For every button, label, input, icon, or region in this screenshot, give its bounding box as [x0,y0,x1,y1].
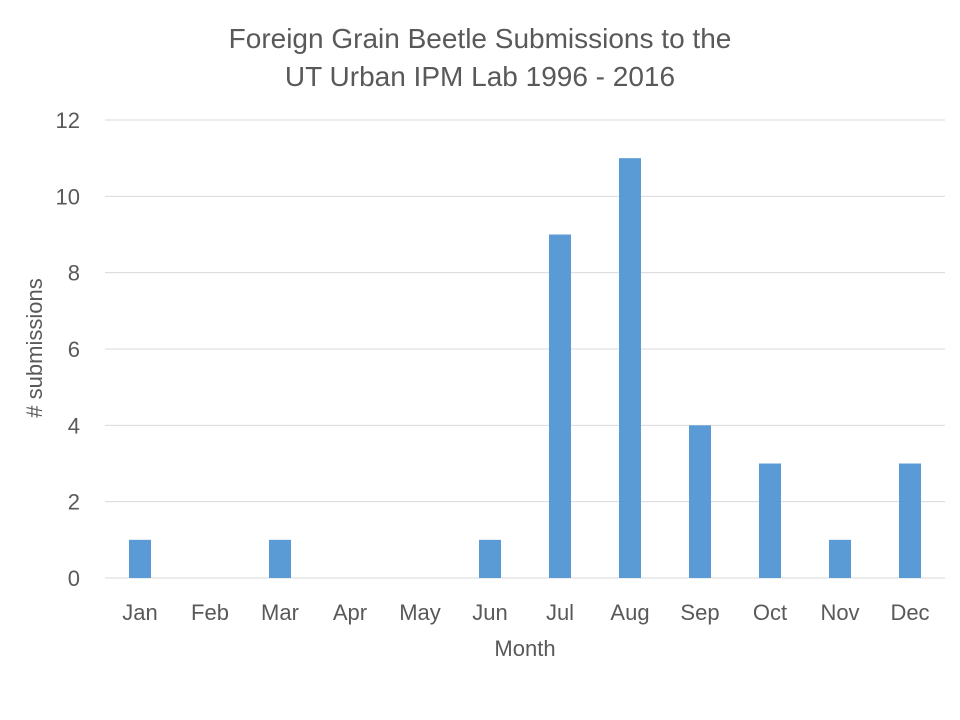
bars [129,158,921,578]
x-tick-label-sep: Sep [680,600,719,625]
x-tick-label-aug: Aug [610,600,649,625]
bar-jan [129,539,151,578]
y-tick-label: 10 [56,184,80,209]
y-tick-labels: 0 2 4 6 8 10 12 [56,108,80,591]
bar-oct [759,463,781,578]
x-tick-label-mar: Mar [261,600,299,625]
y-tick-label: 4 [68,413,80,438]
y-tick-label: 8 [68,261,80,286]
x-tick-label-dec: Dec [890,600,929,625]
x-tick-label-may: May [399,600,441,625]
bar-jul [549,234,571,578]
chart-title: Foreign Grain Beetle Submissions to the … [229,23,732,92]
chart-title-line-2: UT Urban IPM Lab 1996 - 2016 [285,61,675,92]
bar-dec [899,463,921,578]
x-axis-title: Month [494,636,555,661]
x-tick-labels: Jan Feb Mar Apr May Jun Jul Aug Sep Oct Nov Dec [122,600,929,625]
x-tick-label-apr: Apr [333,600,367,625]
y-gridlines [105,119,945,579]
x-tick-label-jan: Jan [122,600,157,625]
bar-nov [829,539,851,578]
y-tick-label: 0 [68,566,80,591]
chart-title-line-1: Foreign Grain Beetle Submissions to the [229,23,732,54]
bar-sep [689,425,711,578]
bar-jun [479,539,501,578]
x-tick-label-oct: Oct [753,600,787,625]
x-tick-label-jul: Jul [546,600,574,625]
x-tick-label-feb: Feb [191,600,229,625]
y-tick-label: 6 [68,337,80,362]
bar-aug [619,158,641,578]
x-tick-label-nov: Nov [820,600,859,625]
y-tick-label: 12 [56,108,80,133]
x-tick-label-jun: Jun [472,600,507,625]
y-axis-title: # submissions [22,278,47,417]
y-tick-label: 2 [68,490,80,515]
bar-mar [269,539,291,578]
